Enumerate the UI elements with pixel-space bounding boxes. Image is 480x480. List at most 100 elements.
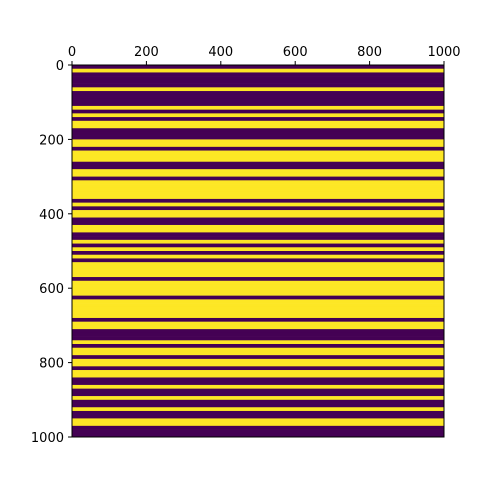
x-tick-400: 400	[208, 45, 233, 65]
heatmap-cell-run	[72, 262, 445, 267]
heatmap-cell-run	[72, 120, 445, 125]
heatmap-cell-run	[72, 314, 445, 319]
x-tick-label: 400	[208, 45, 233, 60]
heatmap-cell-run	[72, 280, 445, 285]
heatmap-cell-run	[72, 329, 445, 334]
heatmap-cell-run	[72, 362, 445, 367]
heatmap-cell-run	[72, 410, 445, 415]
heatmap-cell-run	[72, 299, 445, 304]
heatmap-cell-run	[72, 265, 445, 270]
heatmap-cell-run	[72, 429, 445, 434]
x-tick-label: 200	[134, 45, 159, 60]
heatmap-cell-run	[72, 210, 445, 215]
heatmap-cell-run	[72, 169, 445, 174]
y-tick-label: 0	[56, 59, 64, 74]
heatmap-cell-run	[72, 340, 445, 345]
heatmap-cell-run	[72, 165, 445, 170]
heatmap-cell-run	[72, 131, 445, 136]
heatmap-cell-run	[72, 83, 445, 88]
heatmap-cell-run	[72, 384, 445, 389]
heatmap-cell-run	[72, 202, 445, 207]
y-tick-1000: 1000	[31, 431, 72, 446]
x-tick-label: 0	[68, 45, 76, 60]
heatmap-cell-run	[72, 403, 445, 408]
heatmap-cell-run	[72, 325, 445, 330]
heatmap-cell-run	[72, 158, 445, 163]
heatmap-cell-run	[72, 221, 445, 226]
heatmap-cell-run	[72, 425, 445, 430]
heatmap-cell-run	[72, 269, 445, 274]
heatmap-cell-run	[72, 139, 445, 144]
heatmap-cell-run	[72, 321, 445, 326]
heatmap-cell-run	[72, 247, 445, 252]
heatmap-cell-run	[72, 381, 445, 386]
heatmap-cell-run	[72, 236, 445, 241]
heatmap-cell-run	[72, 310, 445, 315]
x-tick-0: 0	[68, 45, 76, 65]
heatmap-cell-run	[72, 154, 445, 159]
heatmap-cell-run	[72, 135, 445, 140]
plot-frame	[71, 64, 445, 438]
heatmap-cell-run	[72, 273, 445, 278]
heatmap-cell-run	[72, 105, 445, 110]
heatmap-cell-run	[72, 407, 445, 412]
heatmap-cell-run	[72, 284, 445, 289]
heatmap-cell-run	[72, 399, 445, 404]
heatmap-cell-run	[72, 295, 445, 300]
heatmap-cell-run	[72, 355, 445, 360]
heatmap-cell-run	[72, 191, 445, 196]
heatmap-cell-run	[72, 217, 445, 222]
heatmap-cell-run	[72, 87, 445, 92]
y-tick-label: 800	[39, 357, 64, 372]
heatmap-cell-run	[72, 65, 445, 70]
heatmap-cell-run	[72, 414, 445, 419]
x-tick-label: 1000	[427, 45, 460, 60]
heatmap-cell-run	[72, 180, 445, 185]
y-tick-200: 200	[39, 133, 72, 148]
heatmap-cell-run	[72, 98, 445, 103]
heatmap-cell-run	[72, 347, 445, 352]
heatmap-cell-run	[72, 388, 445, 393]
heatmap-cell-run	[72, 396, 445, 401]
heatmap-cell-run	[72, 433, 445, 438]
y-tick-label: 600	[39, 282, 64, 297]
heatmap-cell-run	[72, 128, 445, 133]
heatmap-cell-run	[72, 102, 445, 107]
heatmap-cell-run	[72, 306, 445, 311]
heatmap-cell-run	[72, 251, 445, 256]
heatmap-cell-run	[72, 76, 445, 81]
heatmap-cell-run	[72, 91, 445, 96]
heatmap-cell-run	[72, 184, 445, 189]
y-tick-400: 400	[39, 208, 72, 223]
heatmap-cell-run	[72, 422, 445, 427]
heatmap-cell-run	[72, 254, 445, 259]
y-tick-label: 1000	[31, 431, 64, 446]
heatmap-cell-run	[72, 72, 445, 77]
heatmap-cell-run	[72, 258, 445, 263]
y-tick-0: 0	[56, 59, 72, 74]
heatmap-cell-run	[72, 373, 445, 378]
heatmap-cell-run	[72, 172, 445, 177]
x-tick-200: 200	[134, 45, 159, 65]
heatmap-cell-run	[72, 150, 445, 155]
heatmap-cell-run	[72, 232, 445, 237]
x-tick-1000: 1000	[427, 45, 461, 65]
heatmap-cell-run	[72, 377, 445, 382]
heatmap-cell-run	[72, 68, 445, 73]
heatmap-cell-run	[72, 213, 445, 218]
heatmap-cell-run	[72, 176, 445, 181]
heatmap-cell-run	[72, 317, 445, 322]
heatmap-cell-run	[72, 195, 445, 200]
heatmap-cell-run	[72, 239, 445, 244]
x-tick-800: 800	[357, 45, 382, 65]
heatmap-cell-run	[72, 392, 445, 397]
y-tick-800: 800	[39, 357, 72, 372]
heatmap-cell-run	[72, 303, 445, 308]
heatmap-cell-run	[72, 224, 445, 229]
heatmap-cell-run	[72, 187, 445, 192]
heatmap-cell-run	[72, 109, 445, 114]
heatmap-cell-run	[72, 198, 445, 203]
heatmap-cell-run	[72, 161, 445, 166]
heatmap-cell-run	[72, 143, 445, 148]
y-tick-label: 200	[39, 133, 64, 148]
